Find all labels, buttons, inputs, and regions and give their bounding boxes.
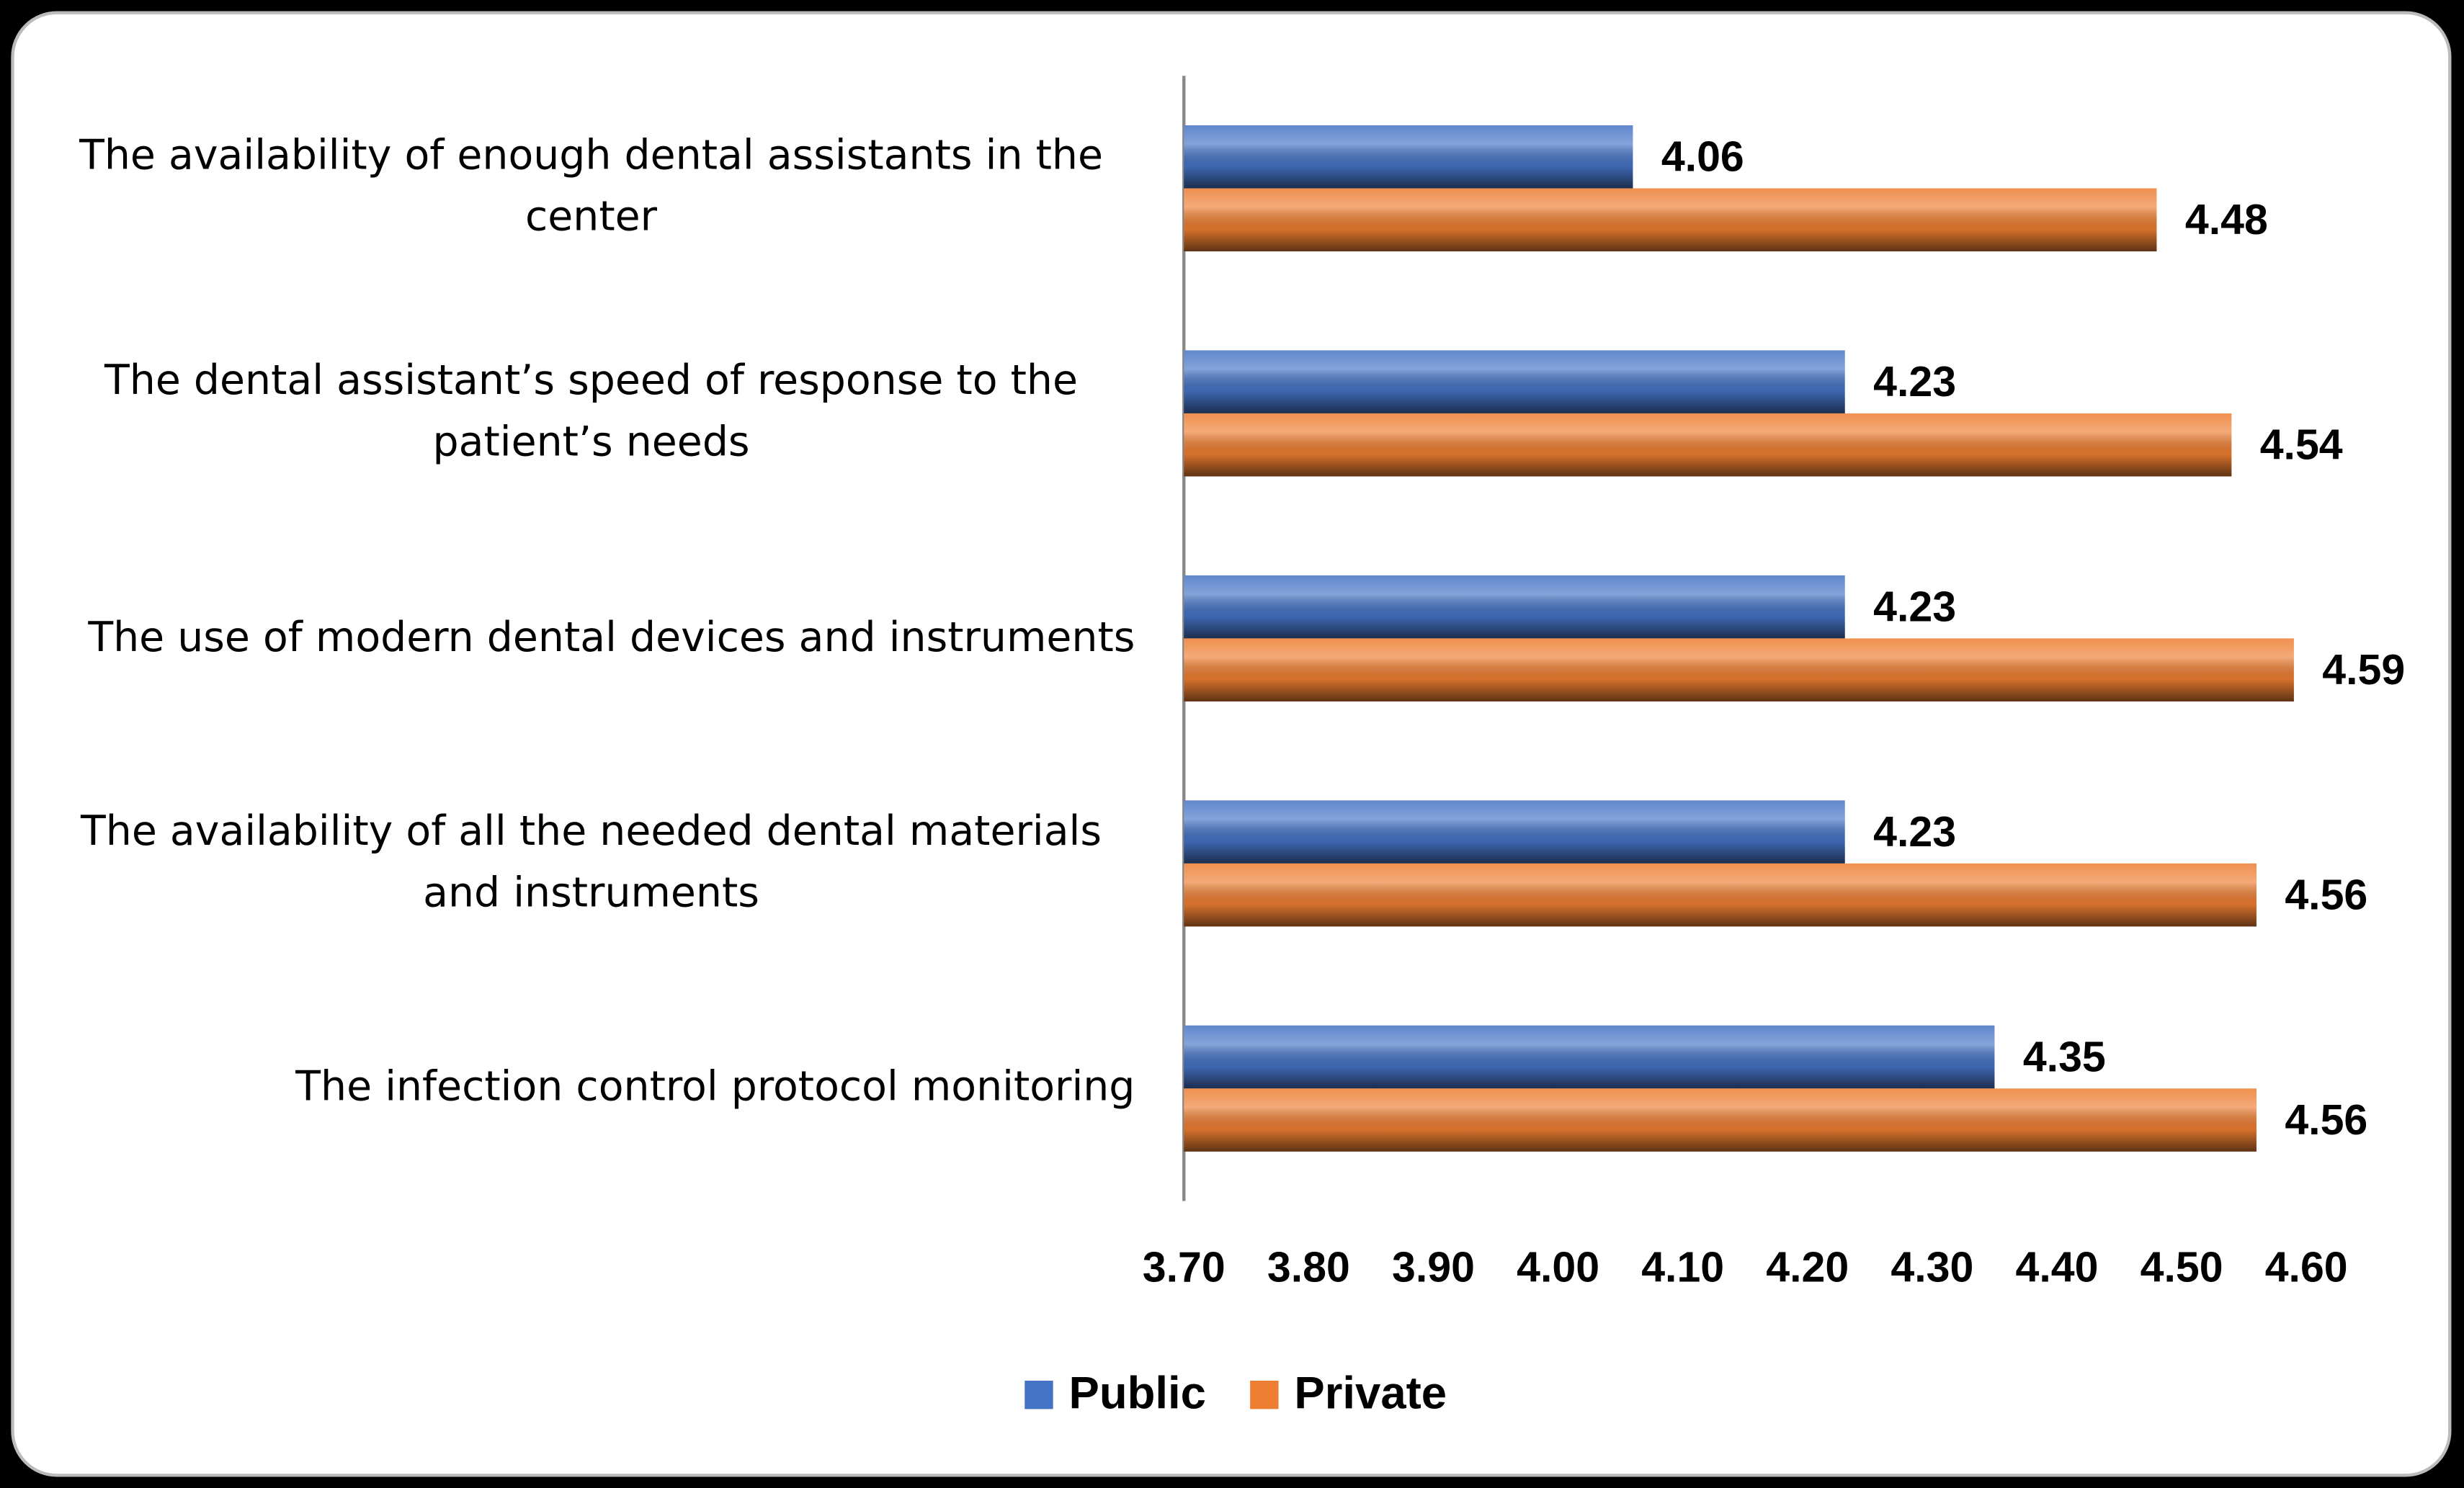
data-label: 4.56 <box>2285 871 2367 919</box>
bar-shading <box>1184 413 2232 477</box>
category-label-box: The availability of enough dental assist… <box>32 117 1135 259</box>
legend-label: Private <box>1294 1368 1447 1419</box>
x-tick-label: 4.20 <box>1766 1243 1849 1291</box>
category-label-box: The availability of all the needed denta… <box>32 792 1135 934</box>
category-label-wrap: The use of modern dental devices and ins… <box>32 568 1135 709</box>
category-label-wrap: The dental assistant’s speed of response… <box>32 342 1135 484</box>
y-tick-label: The use of modern dental devices and ins… <box>88 614 1135 662</box>
data-label: 4.54 <box>2260 421 2343 469</box>
legend-label: Public <box>1069 1368 1206 1419</box>
data-label: 4.23 <box>1873 583 1956 631</box>
x-tick-label: 4.10 <box>1641 1243 1724 1291</box>
bar-shading <box>1184 1088 2257 1152</box>
bar-shading <box>1184 1025 1995 1089</box>
x-tick-label: 4.00 <box>1517 1243 1599 1291</box>
x-tick-label: 4.30 <box>1891 1243 1973 1291</box>
bar-shading <box>1184 125 1633 189</box>
bar-shading <box>1184 863 2257 927</box>
x-tick-label: 4.40 <box>2016 1243 2099 1291</box>
category-label-box: The infection control protocol monitorin… <box>32 1018 1135 1160</box>
data-label: 4.48 <box>2185 196 2268 243</box>
bar-shading <box>1184 800 1845 864</box>
data-label: 4.23 <box>1873 358 1956 405</box>
category-label-wrap: The infection control protocol monitorin… <box>32 1018 1135 1160</box>
bar-shading <box>1184 575 1845 639</box>
y-tick-label: The availability of enough dental assist… <box>79 133 1103 242</box>
x-tick-label: 4.60 <box>2265 1243 2348 1291</box>
y-tick-label: The availability of all the needed denta… <box>81 808 1102 918</box>
legend-swatch <box>1250 1380 1279 1409</box>
x-tick-label: 3.80 <box>1267 1243 1350 1291</box>
y-tick-label: The dental assistant’s speed of response… <box>104 358 1079 467</box>
category-label-box: The dental assistant’s speed of response… <box>32 342 1135 484</box>
category-label-wrap: The availability of all the needed denta… <box>32 792 1135 934</box>
x-tick-label: 3.70 <box>1143 1243 1226 1291</box>
data-label: 4.23 <box>1873 808 1956 856</box>
y-tick-label: The infection control protocol monitorin… <box>295 1064 1135 1112</box>
legend-swatch <box>1025 1380 1053 1409</box>
data-label: 4.56 <box>2285 1096 2367 1144</box>
x-tick-label: 4.50 <box>2141 1243 2223 1291</box>
bar-shading <box>1184 350 1845 413</box>
category-label-wrap: The availability of enough dental assist… <box>32 117 1135 259</box>
data-label: 4.35 <box>2023 1034 2106 1081</box>
bar-shading <box>1184 188 2157 251</box>
bar-shading <box>1184 638 2294 702</box>
data-label: 4.59 <box>2322 646 2405 694</box>
category-label-box: The use of modern dental devices and ins… <box>32 568 1135 709</box>
data-label: 4.06 <box>1661 133 1744 181</box>
x-tick-label: 3.90 <box>1392 1243 1475 1291</box>
